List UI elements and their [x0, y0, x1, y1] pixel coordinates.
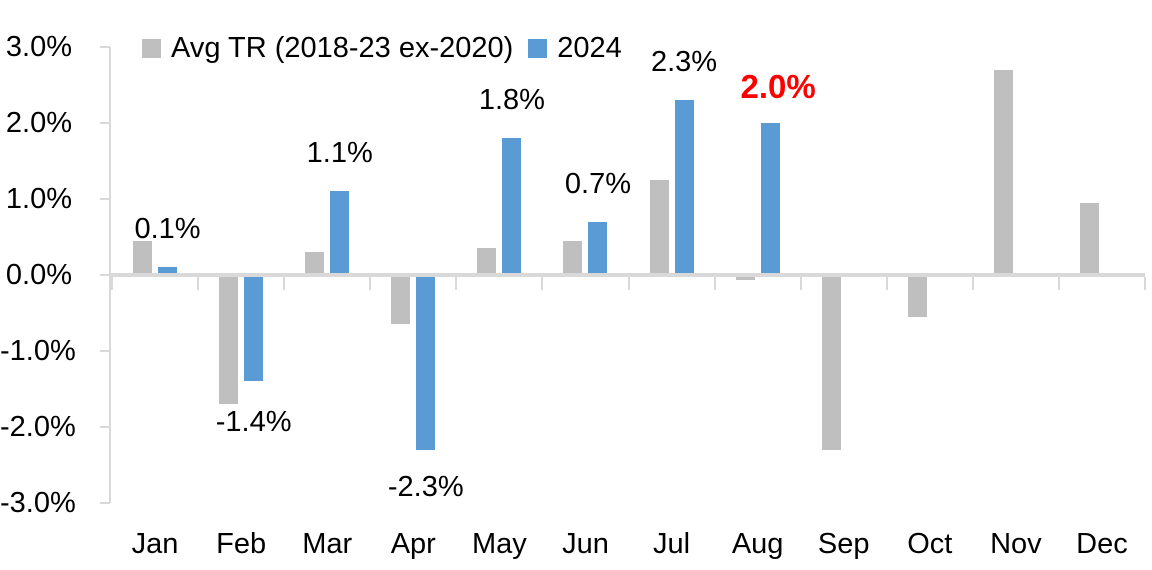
y-axis-tick	[100, 122, 110, 124]
legend-item-avg-tr: Avg TR (2018-23 ex-2020)	[142, 32, 513, 65]
bar-2024-jan	[158, 267, 178, 275]
x-axis-label-dec: Dec	[1076, 528, 1128, 560]
x-axis-label-aug: Aug	[731, 528, 784, 560]
data-label-mar: 1.1%	[306, 137, 373, 170]
x-axis-label-mar: Mar	[302, 528, 353, 560]
zero-line	[110, 273, 1145, 277]
y-axis-tick-label: -2.0%	[0, 411, 76, 443]
y-axis-tick	[100, 46, 110, 48]
legend-label-avg-tr: Avg TR (2018-23 ex-2020)	[171, 31, 514, 64]
bar-avg-tr-2018-23-ex-2020--apr	[391, 275, 411, 325]
x-axis-tick	[369, 277, 372, 290]
bar-2024-jul	[674, 100, 694, 275]
bar-avg-tr-2018-23-ex-2020--sep	[821, 275, 841, 450]
bar-avg-tr-2018-23-ex-2020--may	[477, 248, 497, 275]
bar-avg-tr-2018-23-ex-2020--dec	[1079, 202, 1099, 275]
x-axis-tick	[1057, 277, 1060, 290]
bar-avg-tr-2018-23-ex-2020--feb	[219, 275, 239, 405]
x-axis-tick	[1144, 277, 1146, 290]
x-axis-tick	[283, 277, 286, 290]
x-axis-label-oct: Oct	[907, 528, 953, 560]
legend-swatch-2024	[528, 38, 548, 58]
x-axis-label-jan: Jan	[131, 528, 179, 560]
legend-swatch-avg-tr	[142, 38, 161, 58]
bar-avg-tr-2018-23-ex-2020--jul	[649, 180, 669, 275]
y-axis-tick	[100, 198, 110, 200]
bar-2024-may	[502, 138, 522, 275]
y-axis-tick-label: -3.0%	[0, 487, 76, 519]
x-axis-tick	[799, 277, 802, 290]
legend-item-2024: 2024	[528, 32, 622, 65]
x-axis-tick	[713, 277, 716, 290]
x-axis-label-jul: Jul	[652, 528, 691, 560]
data-label-may: 1.8%	[478, 84, 545, 117]
data-label-feb: -1.4%	[215, 406, 292, 439]
x-axis-label-apr: Apr	[390, 528, 436, 560]
x-axis-label-nov: Nov	[990, 528, 1042, 560]
x-axis-tick	[455, 277, 458, 290]
x-axis-label-jun: Jun	[562, 528, 609, 560]
bar-avg-tr-2018-23-ex-2020--aug	[735, 275, 755, 281]
y-axis-tick-label: 3.0%	[5, 31, 72, 63]
bar-2024-mar	[330, 191, 350, 275]
y-axis-tick-label: -1.0%	[0, 335, 76, 367]
bar-avg-tr-2018-23-ex-2020--jan	[133, 240, 153, 275]
bar-avg-tr-2018-23-ex-2020--nov	[993, 69, 1013, 275]
y-axis-tick-label: 2.0%	[5, 107, 72, 139]
x-axis-tick	[885, 277, 888, 290]
x-axis-tick	[971, 277, 974, 290]
y-axis-tick	[100, 502, 110, 504]
data-label-apr: -2.3%	[387, 470, 464, 503]
y-axis-tick	[100, 350, 110, 352]
y-axis-tick	[100, 274, 110, 276]
bar-2024-jun	[588, 221, 608, 275]
bar-avg-tr-2018-23-ex-2020--jun	[563, 240, 583, 275]
bar-avg-tr-2018-23-ex-2020--mar	[305, 252, 325, 275]
bar-2024-apr	[416, 275, 436, 450]
x-axis-label-sep: Sep	[817, 528, 870, 560]
bar-2024-aug	[760, 123, 780, 275]
x-axis-tick	[627, 277, 630, 290]
bar-2024-feb	[244, 275, 264, 382]
data-label-jul: 2.3%	[650, 46, 718, 79]
x-axis-tick	[541, 277, 544, 290]
data-label-jun: 0.7%	[564, 167, 632, 200]
data-label-jan: 0.1%	[134, 213, 201, 246]
x-axis-tick	[111, 277, 113, 290]
x-axis-label-feb: Feb	[216, 528, 267, 560]
y-axis-tick	[100, 426, 110, 428]
y-axis-tick-label: 1.0%	[5, 183, 72, 215]
x-axis-label-may: May	[471, 528, 527, 560]
legend: Avg TR (2018-23 ex-2020) 2024	[142, 32, 622, 64]
legend-label-2024: 2024	[557, 31, 622, 64]
bar-avg-tr-2018-23-ex-2020--oct	[907, 275, 927, 317]
data-label-aug: 2.0%	[740, 68, 816, 105]
y-axis-tick-label: 0.0%	[5, 259, 72, 291]
x-axis-tick	[197, 277, 200, 290]
